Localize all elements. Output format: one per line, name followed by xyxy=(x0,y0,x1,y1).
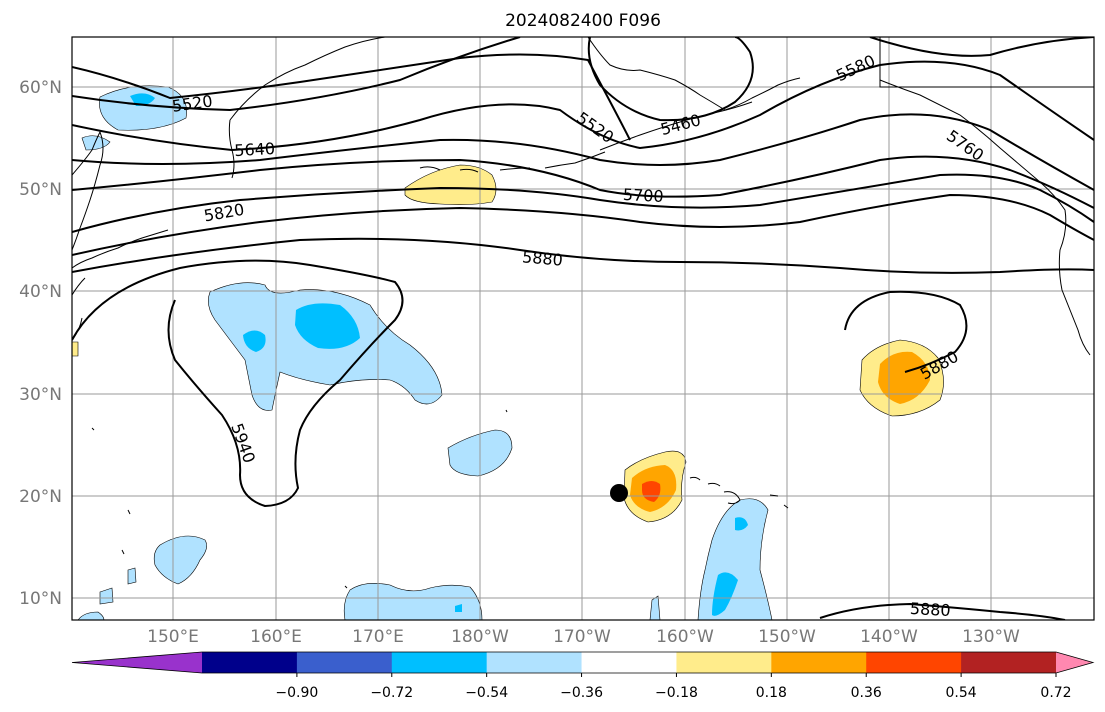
colorbar-tick-label: −0.18 xyxy=(655,685,698,701)
contour-label: 5880 xyxy=(909,599,951,620)
map-gridlines xyxy=(72,37,1094,620)
lat-label: 60°N xyxy=(19,78,62,98)
colorbar-tick-label: −0.36 xyxy=(560,685,603,701)
lon-label: 160°W xyxy=(656,627,714,647)
anomaly-negative-strong xyxy=(130,93,748,616)
colorbar-tick-label: −0.72 xyxy=(370,685,413,701)
map-frame xyxy=(71,36,1095,621)
lat-label: 30°N xyxy=(19,385,62,405)
lon-label: 150°W xyxy=(758,627,816,647)
colorbar-tick-label: 0.18 xyxy=(756,685,787,701)
lat-label: 20°N xyxy=(19,487,62,507)
colorbar-segment xyxy=(296,652,393,673)
colorbar-segment xyxy=(202,652,298,673)
colorbar-segment xyxy=(961,652,1057,673)
map-area: 5520 5640 5820 5520 5460 5580 5760 5700 … xyxy=(72,37,1094,620)
colorbar-ticks: −0.90 −0.72 −0.54 −0.36 −0.18 0.18 0.36 0.54 0.7… xyxy=(275,673,1072,701)
latitude-labels: 60°N 50°N 40°N 30°N 20°N 10°N xyxy=(19,78,62,609)
colorbar-tick-label: −0.54 xyxy=(465,685,508,701)
colorbar-extend-high xyxy=(1056,652,1093,673)
lat-label: 40°N xyxy=(19,282,62,302)
height-contours xyxy=(72,37,1094,620)
colorbar-segment xyxy=(771,652,867,673)
contour-label: 5640 xyxy=(234,139,276,160)
colorbar-outline xyxy=(71,651,1095,674)
colorbar-segment xyxy=(486,652,583,673)
lon-label: 160°E xyxy=(250,627,302,647)
storm-position-marker xyxy=(610,484,628,502)
lon-label: 130°W xyxy=(962,627,1020,647)
lon-label: 150°E xyxy=(147,627,199,647)
colorbar-segment xyxy=(866,652,962,673)
colorbar-segment xyxy=(391,652,488,673)
lat-label: 10°N xyxy=(19,589,62,609)
colorbar-tick-label: 0.36 xyxy=(851,685,882,701)
contour-label: 5880 xyxy=(521,247,563,269)
lon-label: 170°W xyxy=(553,627,611,647)
anomaly-positive-strong xyxy=(642,481,661,502)
colorbar-extend-low xyxy=(72,652,202,673)
colorbar-tick-label: 0.54 xyxy=(946,685,977,701)
lat-label: 50°N xyxy=(19,180,62,200)
colorbar-tick-label: 0.72 xyxy=(1040,685,1071,701)
longitude-labels: 150°E 160°E 170°E 180°W 170°W 160°W 150°… xyxy=(147,627,1020,647)
map-title: 2024082400 F096 xyxy=(505,11,661,31)
colorbar-tick-label: −0.90 xyxy=(275,685,318,701)
colorbar-segment xyxy=(581,652,677,673)
colorbar xyxy=(71,651,1095,674)
lon-label: 180°W xyxy=(451,627,509,647)
lon-label: 170°E xyxy=(352,627,404,647)
colorbar-segment xyxy=(676,652,772,673)
contour-label: 5700 xyxy=(622,185,664,206)
lon-label: 140°W xyxy=(860,627,918,647)
